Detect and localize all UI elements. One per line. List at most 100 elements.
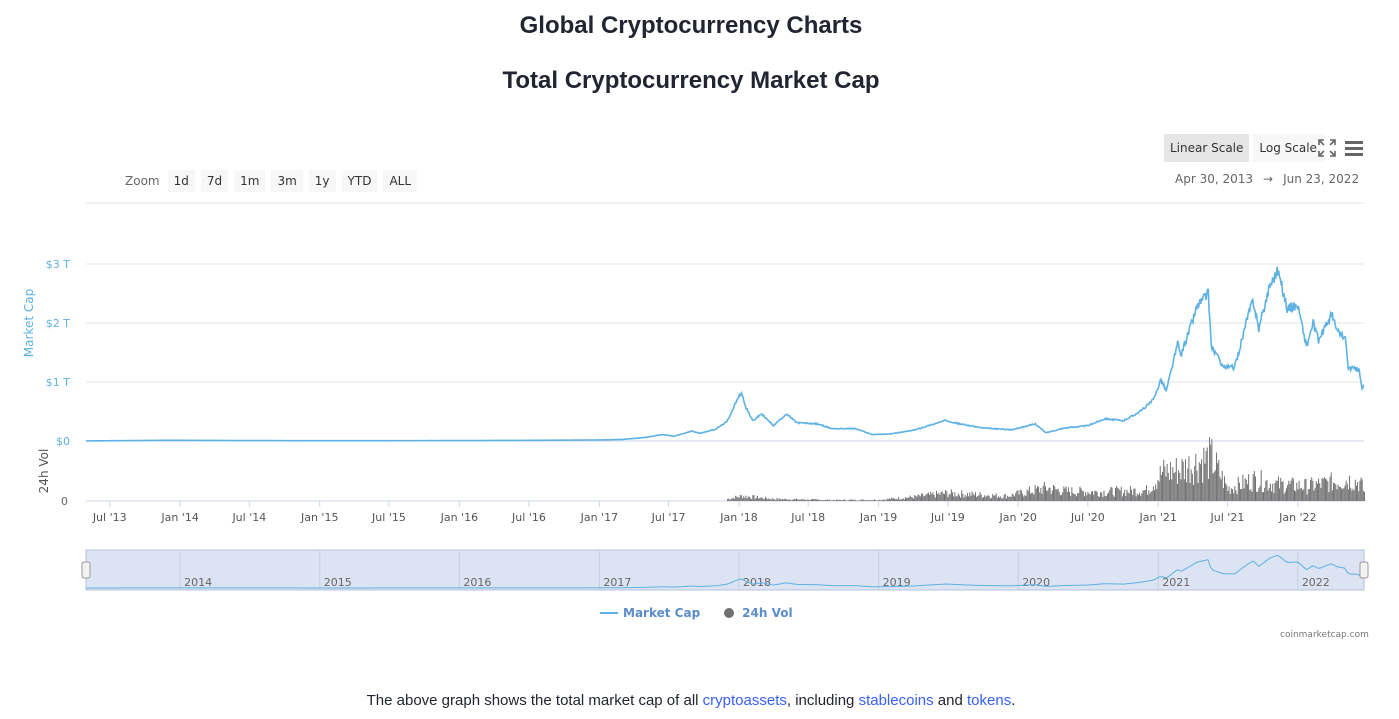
- volume-bar: [1315, 481, 1317, 501]
- fullscreen-icon[interactable]: [1317, 138, 1337, 158]
- volume-bar: [900, 499, 902, 501]
- hamburger-menu-icon[interactable]: [1343, 138, 1365, 158]
- volume-bar: [893, 498, 895, 501]
- zoom-1y-button[interactable]: 1y: [308, 170, 336, 192]
- volume-bar: [985, 496, 987, 501]
- volume-bar: [1307, 489, 1309, 501]
- volume-bar: [1203, 447, 1205, 501]
- volume-bar: [752, 495, 754, 501]
- y-tick-label: $1 T: [46, 376, 70, 389]
- log-scale-button[interactable]: Log Scale: [1253, 134, 1323, 162]
- footnote-middle: , including: [786, 692, 859, 709]
- volume-bar: [1129, 485, 1131, 501]
- volume-bar: [1009, 496, 1011, 501]
- volume-bar: [924, 495, 926, 501]
- volume-bar: [1171, 479, 1173, 501]
- volume-bar: [1333, 482, 1335, 501]
- volume-bar: [1109, 489, 1111, 501]
- zoom-7d-button[interactable]: 7d: [200, 170, 229, 192]
- volume-bar: [872, 500, 874, 501]
- volume-bar: [730, 499, 732, 501]
- volume-bar: [833, 500, 835, 501]
- volume-bar: [1349, 475, 1351, 501]
- volume-bar: [1296, 482, 1298, 501]
- volume-bar: [1103, 490, 1105, 501]
- volume-bar: [979, 492, 981, 501]
- navigator-handle-right[interactable]: [1359, 561, 1369, 579]
- volume-bar: [941, 491, 943, 501]
- volume-bar: [1353, 490, 1355, 501]
- date-to-input[interactable]: Jun 23, 2022: [1283, 172, 1360, 186]
- zoom-3m-button[interactable]: 3m: [271, 170, 303, 192]
- volume-bar: [1253, 471, 1255, 501]
- volume-bar: [1030, 493, 1032, 501]
- zoom-1d-button[interactable]: 1d: [167, 170, 195, 192]
- volume-bar: [787, 499, 789, 501]
- volume-bar: [863, 500, 865, 501]
- volume-bar: [1049, 487, 1051, 501]
- volume-bar: [803, 499, 805, 501]
- volume-bar: [774, 499, 776, 501]
- volume-bar: [884, 499, 886, 501]
- linear-scale-button[interactable]: Linear Scale: [1164, 134, 1250, 162]
- volume-bar: [1330, 472, 1332, 501]
- zoom-ytd-button[interactable]: YTD: [341, 170, 378, 192]
- volume-bar: [1139, 492, 1141, 501]
- volume-bar: [1343, 488, 1345, 501]
- volume-bar: [729, 499, 731, 501]
- volume-bar: [828, 500, 830, 501]
- volume-bar: [1184, 459, 1186, 501]
- volume-bar: [1100, 492, 1102, 501]
- volume-bar: [1288, 480, 1290, 501]
- volume-bar: [1092, 491, 1094, 501]
- volume-bar: [1254, 476, 1256, 501]
- zoom-bar: Zoom 1d 7d 1m 3m 1y YTD ALL: [125, 170, 423, 192]
- y-axis-title-volume: 24h Vol: [37, 449, 51, 494]
- volume-bar: [1308, 489, 1310, 501]
- volume-bar: [737, 497, 739, 501]
- date-from-input[interactable]: Apr 30, 2013: [1175, 172, 1254, 186]
- volume-bar: [1053, 484, 1055, 501]
- volume-bar: [1219, 476, 1221, 501]
- volume-bar: [1252, 474, 1254, 501]
- volume-bar: [1020, 490, 1022, 501]
- legend-item-volume[interactable]: 24h Vol: [724, 606, 793, 620]
- volume-bar: [838, 499, 840, 501]
- volume-bar: [1069, 491, 1071, 501]
- volume-bar: [742, 498, 744, 501]
- tokens-link[interactable]: tokens: [967, 692, 1012, 709]
- zoom-all-button[interactable]: ALL: [383, 170, 418, 192]
- volume-bar: [906, 497, 908, 501]
- volume-bar: [784, 498, 786, 501]
- volume-bar: [1362, 490, 1364, 501]
- volume-bar: [1170, 461, 1172, 501]
- volume-bar: [910, 496, 912, 501]
- volume-bar: [1051, 490, 1053, 501]
- navigator-handle-left[interactable]: [81, 561, 91, 579]
- volume-bar: [1148, 490, 1150, 501]
- volume-bar: [988, 496, 990, 501]
- volume-bar: [1046, 490, 1048, 501]
- volume-bar: [1066, 491, 1068, 501]
- volume-bar: [938, 492, 940, 501]
- volume-bar: [816, 499, 818, 501]
- volume-bar: [1260, 470, 1262, 501]
- zoom-1m-button[interactable]: 1m: [234, 170, 266, 192]
- volume-bar: [1108, 492, 1110, 501]
- volume-bar: [963, 497, 965, 501]
- volume-bar: [1204, 463, 1206, 501]
- volume-bar: [1202, 482, 1204, 501]
- volume-bar: [997, 496, 999, 501]
- volume-bar: [771, 498, 773, 501]
- chart-credits[interactable]: coinmarketcap.com: [1280, 630, 1369, 640]
- volume-bar: [1294, 490, 1295, 501]
- volume-bar: [1236, 494, 1238, 501]
- volume-bar: [1225, 483, 1227, 501]
- volume-bar: [1241, 488, 1243, 501]
- cryptoassets-link[interactable]: cryptoassets: [702, 692, 787, 709]
- volume-bar: [756, 495, 758, 501]
- legend-item-market-cap[interactable]: Market Cap: [600, 606, 700, 620]
- stablecoins-link[interactable]: stablecoins: [858, 692, 934, 709]
- volume-bar: [1218, 459, 1220, 501]
- volume-bar: [1339, 486, 1341, 501]
